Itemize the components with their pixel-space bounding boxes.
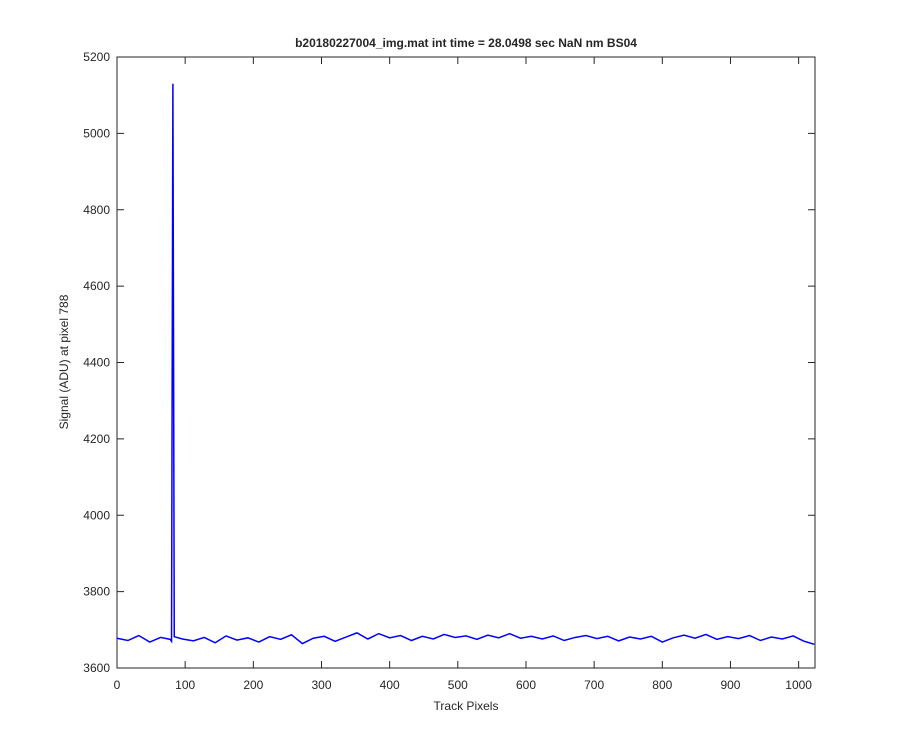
y-tick-label: 5200 — [83, 50, 110, 64]
x-tick-label: 0 — [114, 678, 121, 692]
y-tick-label: 3800 — [83, 585, 110, 599]
x-tick-label: 600 — [516, 678, 536, 692]
x-tick-label: 500 — [448, 678, 468, 692]
y-tick-label: 5000 — [83, 126, 110, 140]
data-line — [116, 83, 815, 646]
x-tick-label: 300 — [311, 678, 331, 692]
y-tick-label: 4600 — [83, 279, 110, 293]
x-tick-label: 700 — [584, 678, 604, 692]
y-tick-label: 3600 — [83, 661, 110, 675]
y-tick-label: 4400 — [83, 356, 110, 370]
x-tick-label: 800 — [652, 678, 672, 692]
x-axis-label: Track Pixels — [434, 699, 499, 713]
y-axis-label: Signal (ADU) at pixel 788 — [57, 294, 71, 429]
x-tick-label: 900 — [720, 678, 740, 692]
x-tick-label: 400 — [380, 678, 400, 692]
y-tick-label: 4000 — [83, 508, 110, 522]
y-tick-label: 4800 — [83, 203, 110, 217]
chart-title: b20180227004_img.mat int time = 28.0498 … — [295, 36, 637, 50]
x-tick-label: 1000 — [785, 678, 812, 692]
x-tick-label: 200 — [243, 678, 263, 692]
y-tick-label: 4200 — [83, 432, 110, 446]
x-tick-label: 100 — [175, 678, 195, 692]
